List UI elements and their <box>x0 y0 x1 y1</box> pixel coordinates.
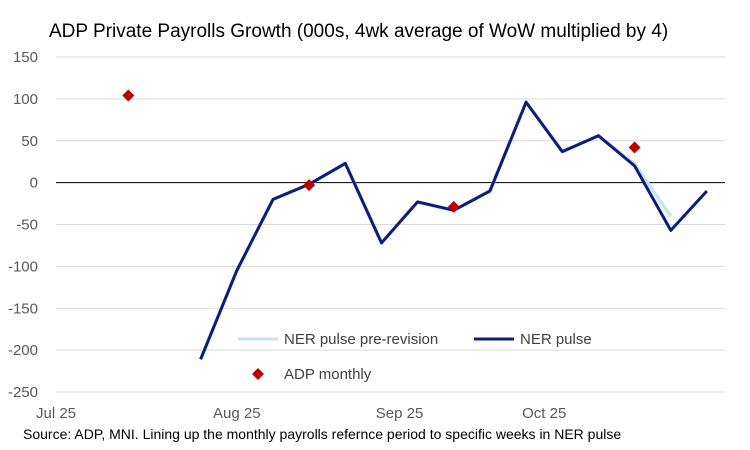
legend-label: NER pulse <box>520 331 592 348</box>
data-point <box>122 89 135 102</box>
y-tick-label: -50 <box>16 217 38 234</box>
series-group <box>122 89 709 360</box>
y-tick-label: 150 <box>13 49 38 66</box>
x-tick-label: Oct 25 <box>522 405 566 422</box>
x-tick-label: Sep 25 <box>376 405 424 422</box>
data-point <box>447 200 460 213</box>
data-point <box>303 179 316 192</box>
legend: NER pulse pre-revision NER pulse ADP month… <box>238 331 592 383</box>
chart-title: ADP Private Payrolls Growth (000s, 4wk a… <box>49 21 668 42</box>
y-tick-label: -200 <box>8 342 38 359</box>
y-axis-ticks: 150 100 50 0 -50 -100 -150 -200 -250 <box>8 49 38 401</box>
y-tick-label: 100 <box>13 91 38 108</box>
y-tick-label: -250 <box>8 384 38 401</box>
x-tick-label: Aug 25 <box>213 405 261 422</box>
legend-swatch <box>252 368 264 380</box>
legend-label: ADP monthly <box>284 366 372 383</box>
y-tick-label: -100 <box>8 258 38 275</box>
source-note: Source: ADP, MNI. Lining up the monthly … <box>23 426 621 442</box>
y-tick-label: 0 <box>30 175 38 192</box>
y-tick-label: 50 <box>21 133 38 150</box>
gridlines <box>56 56 725 393</box>
x-tick-label: Jul 25 <box>36 405 76 422</box>
legend-label: NER pulse pre-revision <box>284 331 438 348</box>
x-axis-ticks: Jul 25 Aug 25 Sep 25 Oct 25 <box>36 405 566 422</box>
data-point <box>628 141 641 154</box>
y-tick-label: -150 <box>8 300 38 317</box>
